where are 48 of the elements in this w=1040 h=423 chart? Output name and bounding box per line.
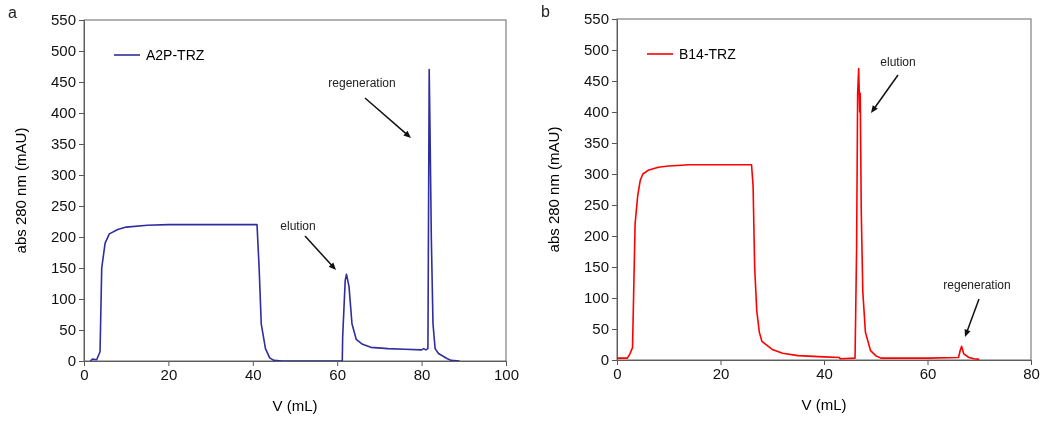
x-tick-label: 60 [919, 364, 937, 382]
annotation: regeneration [943, 278, 1011, 292]
y-tick-label: 50 [592, 320, 609, 338]
y-tick-label: 500 [583, 41, 609, 59]
annotation: elution [280, 219, 316, 233]
x-tick-label: 40 [816, 364, 833, 382]
x-tick-label: 100 [493, 365, 520, 383]
y-tick-label: 250 [50, 197, 76, 215]
legend-label: A2P-TRZ [146, 47, 205, 63]
y-tick-label: 350 [583, 134, 609, 152]
y-tick-label: 100 [583, 289, 609, 307]
y-tick-label: 100 [50, 290, 76, 308]
y-tick-label: 50 [59, 321, 76, 339]
line-series [89, 68, 461, 361]
y-tick-label: 550 [583, 10, 609, 28]
x-tick-label: 0 [613, 364, 622, 382]
x-axis-title: V (mL) [801, 396, 847, 413]
x-tick-label: 20 [712, 364, 730, 382]
y-tick-label: 150 [50, 259, 76, 277]
y-axis-title: abs 280 nm (mAU) [12, 127, 29, 254]
y-tick-label: 400 [50, 104, 76, 122]
x-tick-label: 0 [80, 365, 89, 383]
y-tick-label: 300 [583, 165, 609, 183]
y-tick-label: 350 [50, 135, 76, 153]
x-tick-label: 80 [413, 365, 431, 383]
x-axis-title: V (mL) [272, 397, 318, 414]
text: b [541, 3, 550, 20]
y-tick-label: 450 [50, 73, 76, 91]
y-tick-label: 200 [50, 228, 76, 246]
annotation: elution [880, 55, 916, 69]
x-tick-label: 80 [1023, 364, 1040, 382]
x-tick-label: 20 [160, 365, 178, 383]
x-tick-label: 60 [329, 365, 347, 383]
y-axis-title: abs 280 nm (mAU) [545, 126, 562, 253]
y-tick-label: 0 [600, 351, 609, 369]
y-tick-label: 400 [583, 103, 609, 121]
y-tick-label: 150 [583, 258, 609, 276]
y-tick-label: 200 [583, 227, 609, 245]
legend-label: B14-TRZ [679, 46, 737, 62]
y-tick-label: 550 [50, 11, 76, 29]
x-tick-label: 40 [244, 365, 262, 383]
text: a [8, 4, 17, 21]
y-tick-label: 300 [50, 166, 76, 184]
y-tick-label: 250 [583, 196, 609, 214]
annotation: regeneration [328, 76, 396, 90]
y-tick-label: 0 [67, 352, 76, 370]
y-tick-label: 500 [50, 42, 76, 60]
y-tick-label: 450 [583, 72, 609, 90]
